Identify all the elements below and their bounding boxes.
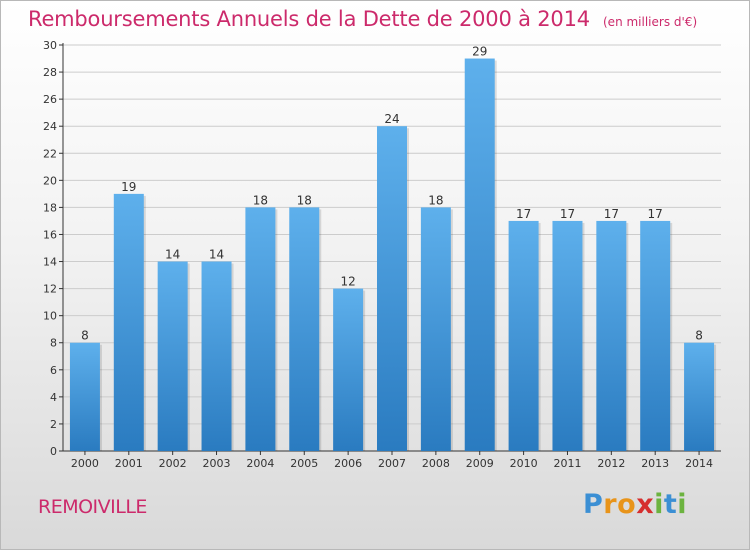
- chart-title: Remboursements Annuels de la Dette de 20…: [28, 7, 590, 31]
- data-label: 17: [560, 207, 575, 221]
- data-label: 17: [604, 207, 619, 221]
- y-tick-label: 16: [43, 228, 57, 241]
- data-label: 17: [516, 207, 531, 221]
- logo-letter: t: [663, 489, 678, 520]
- bar: [113, 193, 144, 451]
- bar: [333, 288, 364, 451]
- x-tick-label: 2012: [597, 457, 625, 470]
- y-tick-label: 6: [50, 364, 57, 377]
- data-label: 14: [209, 248, 224, 262]
- bar: [69, 342, 100, 451]
- data-label: 18: [297, 193, 312, 207]
- y-tick-label: 10: [43, 310, 57, 323]
- bar: [157, 261, 188, 451]
- proxiti-logo[interactable]: Proxiti: [583, 489, 687, 520]
- bar: [464, 58, 495, 452]
- data-label: 18: [253, 193, 268, 207]
- bar: [420, 207, 451, 451]
- y-tick-label: 20: [43, 174, 57, 187]
- x-tick-label: 2005: [290, 457, 318, 470]
- y-tick-label: 24: [43, 120, 57, 133]
- x-tick-label: 2002: [159, 457, 187, 470]
- y-tick-label: 26: [43, 93, 57, 106]
- data-label: 19: [121, 180, 136, 194]
- bar: [201, 261, 232, 451]
- data-label: 8: [81, 329, 89, 343]
- data-label: 17: [648, 207, 663, 221]
- title-block: Remboursements Annuels de la Dette de 20…: [28, 7, 697, 31]
- x-tick-label: 2004: [246, 457, 274, 470]
- y-tick-label: 12: [43, 283, 57, 296]
- chart-subtitle: (en milliers d'€): [603, 15, 698, 29]
- x-tick-label: 2013: [641, 457, 669, 470]
- y-tick-label: 14: [43, 256, 57, 269]
- y-tick-label: 2: [50, 418, 57, 431]
- logo-letter: i: [677, 489, 688, 520]
- bar: [684, 342, 715, 451]
- bar: [289, 207, 320, 451]
- bar: [596, 220, 627, 451]
- logo-letter: P: [583, 489, 604, 520]
- data-label: 8: [695, 329, 703, 343]
- y-tick-label: 28: [43, 66, 57, 79]
- y-tick-label: 8: [50, 337, 57, 350]
- x-tick-label: 2008: [422, 457, 450, 470]
- x-tick-label: 2001: [115, 457, 143, 470]
- x-tick-label: 2003: [203, 457, 231, 470]
- logo-letter: i: [654, 489, 664, 520]
- bar: [508, 220, 539, 451]
- data-label: 29: [472, 45, 487, 59]
- data-label: 24: [384, 112, 399, 126]
- x-tick-label: 2010: [510, 457, 538, 470]
- x-tick-label: 2007: [378, 457, 406, 470]
- data-label: 12: [340, 275, 355, 289]
- commune-name: REMOIVILLE: [38, 496, 147, 518]
- logo-letter: x: [636, 489, 655, 520]
- logo-letter: r: [603, 489, 618, 520]
- bar: [552, 220, 583, 451]
- y-tick-label: 0: [50, 445, 57, 458]
- x-tick-label: 2000: [71, 457, 99, 470]
- y-tick-label: 4: [50, 391, 57, 404]
- x-tick-label: 2006: [334, 457, 362, 470]
- x-tick-label: 2011: [553, 457, 581, 470]
- data-label: 14: [165, 248, 180, 262]
- y-tick-label: 22: [43, 147, 57, 160]
- x-tick-label: 2009: [466, 457, 494, 470]
- bar: [377, 126, 407, 451]
- x-tick-label: 2014: [685, 457, 713, 470]
- logo-letter: o: [617, 489, 637, 520]
- data-label: 18: [428, 193, 443, 207]
- y-tick-label: 30: [43, 39, 57, 52]
- bar: [245, 207, 276, 451]
- bar: [640, 220, 671, 451]
- y-tick-label: 18: [43, 201, 57, 214]
